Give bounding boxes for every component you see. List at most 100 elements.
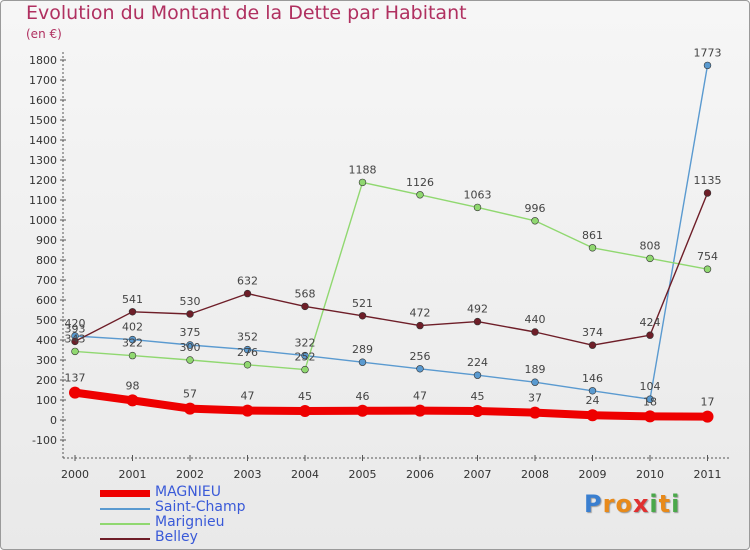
x-tick-label: 2004 [291, 468, 319, 481]
point-magnieu [414, 404, 426, 417]
data-label-saint-champ: 352 [237, 331, 258, 344]
logo-letter: i [649, 490, 659, 518]
point-marignieu [531, 217, 539, 225]
data-label-saint-champ: 289 [352, 343, 373, 356]
x-tick-label: 2010 [636, 468, 664, 481]
data-label-magnieu: 137 [65, 372, 86, 385]
series-line-belley [74, 192, 709, 346]
series-line-saint-champ [74, 64, 709, 400]
x-tick-label: 2002 [176, 468, 204, 481]
point-magnieu [644, 410, 656, 423]
y-tick-label: 1400 [29, 134, 57, 147]
data-label-belley: 393 [65, 322, 86, 335]
point-magnieu [184, 402, 196, 415]
y-tick-label: 1300 [29, 154, 57, 167]
point-saint-champ [531, 378, 539, 386]
point-belley [243, 289, 252, 298]
y-tick-label: 800 [36, 254, 57, 267]
point-marignieu [473, 203, 482, 212]
legend-swatch-magnieu [100, 490, 150, 497]
data-label-marignieu: 343 [65, 332, 86, 345]
y-tick-label: 700 [36, 274, 57, 287]
point-marignieu [301, 365, 309, 374]
data-label-magnieu: 46 [356, 390, 370, 403]
axes: -100 0 100 200 300 400 500 600 700 800 900 1000 1100… [29, 52, 730, 481]
legend-label-belley: Belley [155, 529, 198, 545]
data-label-magnieu: 47 [413, 390, 427, 403]
logo-letter: P [584, 490, 603, 518]
data-label-marignieu: 996 [525, 202, 546, 215]
series-layer [69, 61, 714, 423]
logo-letter: i [671, 490, 681, 518]
series-line-magnieu [71, 388, 712, 421]
point-belley [301, 302, 309, 311]
data-label-saint-champ: 402 [122, 321, 143, 334]
point-magnieu [471, 405, 484, 417]
point-belley [186, 310, 194, 318]
point-magnieu [529, 406, 541, 419]
x-tick-label: 2011 [694, 468, 722, 481]
data-label-belley: 541 [122, 293, 143, 306]
data-label-belley: 632 [237, 275, 258, 288]
point-saint-champ [186, 341, 194, 349]
y-tick-label: 1100 [29, 194, 57, 207]
data-label-saint-champ: 420 [65, 317, 86, 330]
data-label-belley: 568 [295, 287, 316, 300]
y-tick-label: 500 [36, 314, 57, 327]
x-tick-label: 2005 [349, 468, 377, 481]
point-belley [588, 341, 597, 349]
point-magnieu [126, 394, 139, 407]
point-magnieu [299, 405, 311, 417]
y-tick-label: 100 [36, 394, 57, 407]
data-label-magnieu: 45 [298, 390, 312, 403]
point-magnieu [241, 404, 254, 417]
legend-swatch-belley [100, 538, 150, 540]
data-label-marignieu: 861 [582, 229, 603, 242]
point-saint-champ [243, 345, 252, 354]
point-saint-champ [128, 335, 137, 344]
point-saint-champ [358, 358, 367, 366]
y-tick-label: 1500 [29, 114, 57, 127]
data-label-magnieu: 17 [701, 396, 715, 409]
data-label-marignieu: 1126 [406, 176, 434, 189]
y-tick-label: -100 [32, 434, 57, 447]
legend-swatch-marignieu [100, 523, 150, 525]
data-label-belley: 1135 [694, 174, 722, 187]
data-label-saint-champ: 375 [180, 326, 201, 339]
x-tick-label: 2000 [61, 468, 89, 481]
data-label-marignieu: 754 [697, 250, 718, 263]
point-saint-champ [703, 61, 712, 70]
point-saint-champ [646, 395, 654, 403]
x-tick-label: 2003 [234, 468, 262, 481]
data-label-belley: 374 [582, 326, 603, 339]
proxiti-logo: Proxiti [584, 490, 680, 518]
data-label-saint-champ: 104 [640, 380, 661, 393]
legend-label-magnieu: MAGNIEU [155, 484, 221, 500]
y-tick-label: 1700 [29, 74, 57, 87]
point-magnieu [701, 410, 714, 423]
data-label-saint-champ: 322 [295, 337, 316, 350]
y-tick-label: 200 [36, 374, 57, 387]
legend-label-saint-champ: Saint-Champ [155, 499, 246, 515]
data-label-saint-champ: 1773 [694, 46, 722, 59]
point-marignieu [243, 361, 252, 369]
point-magnieu [586, 409, 599, 422]
data-label-marignieu: 322 [122, 337, 143, 350]
data-label-magnieu: 57 [183, 388, 197, 401]
data-label-marignieu: 252 [295, 351, 316, 364]
point-belley [703, 189, 712, 197]
data-label-marignieu: 808 [640, 239, 661, 252]
data-label-belley: 492 [467, 303, 488, 316]
y-tick-label: 0 [50, 414, 57, 427]
data-label-saint-champ: 256 [410, 350, 431, 363]
data-label-belley: 530 [180, 295, 201, 308]
point-marignieu [128, 351, 137, 360]
data-label-magnieu: 18 [643, 395, 657, 408]
legend-label-marignieu: Marignieu [155, 514, 225, 530]
point-magnieu [69, 386, 81, 399]
logo-letter: t [658, 490, 672, 518]
data-label-belley: 472 [410, 307, 431, 320]
y-tick-label: 900 [36, 234, 57, 247]
point-marignieu [703, 265, 712, 273]
